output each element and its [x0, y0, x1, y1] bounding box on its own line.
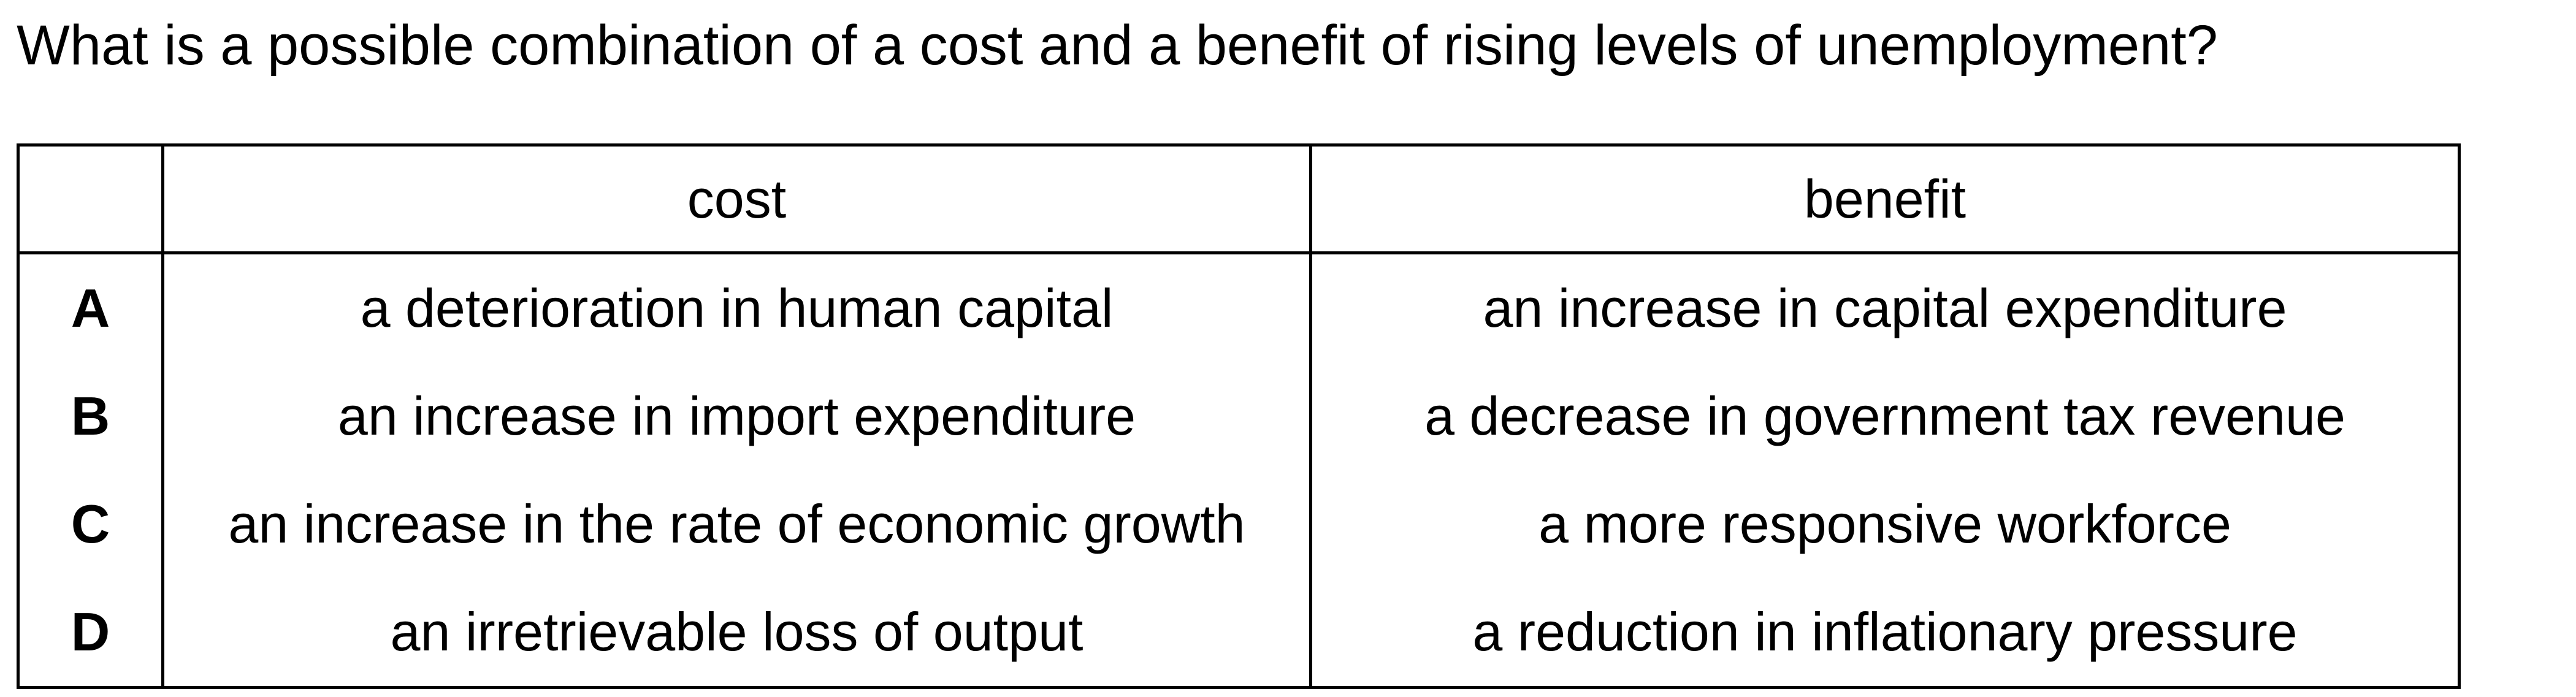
header-benefit-cell: benefit [1309, 143, 2461, 254]
question-text: What is a possible combination of a cost… [17, 14, 2218, 77]
option-benefit: a more responsive workforce [1309, 470, 2461, 578]
option-cost: an increase in import expenditure [161, 362, 1312, 470]
option-letter: D [17, 578, 164, 689]
option-benefit: an increase in capital expenditure [1309, 253, 2461, 362]
table-header-row: cost benefit [17, 143, 2461, 254]
option-cost: an irretrievable loss of output [161, 578, 1312, 689]
option-letter: A [17, 253, 164, 362]
option-cost: an increase in the rate of economic grow… [161, 470, 1312, 578]
header-letter-cell [17, 143, 164, 254]
table-row: B an increase in import expenditure a de… [17, 362, 2461, 470]
option-benefit: a reduction in inflationary pressure [1309, 578, 2461, 689]
header-cost-cell: cost [161, 143, 1312, 254]
option-letter: B [17, 362, 164, 470]
answer-options-table: cost benefit A a deterioration in human … [17, 143, 2461, 689]
option-benefit: a decrease in government tax revenue [1309, 362, 2461, 470]
table-row: C an increase in the rate of economic gr… [17, 470, 2461, 578]
table-row: A a deterioration in human capital an in… [17, 253, 2461, 362]
table-row: D an irretrievable loss of output a redu… [17, 578, 2461, 689]
option-letter: C [17, 470, 164, 578]
option-cost: a deterioration in human capital [161, 253, 1312, 362]
